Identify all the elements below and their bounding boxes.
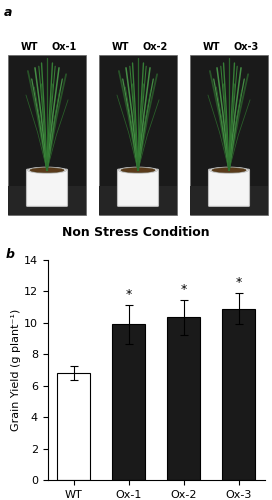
Text: Ox-3: Ox-3 [234,42,259,52]
Bar [112,324,146,480]
FancyBboxPatch shape [118,169,159,206]
Ellipse shape [30,168,64,172]
Text: *: * [236,276,242,289]
Bar [99,55,177,215]
Text: Non Stress Condition: Non Stress Condition [62,226,210,238]
Text: Ox-1: Ox-1 [51,42,77,52]
Ellipse shape [119,167,157,173]
Bar [190,186,268,215]
Bar [99,186,177,215]
Ellipse shape [121,168,155,172]
Bar [190,55,268,215]
Bar [222,308,255,480]
Bar [57,373,91,480]
Ellipse shape [212,168,246,172]
Text: *: * [181,283,187,296]
Text: b: b [5,248,14,260]
Text: WT: WT [112,42,129,52]
Bar [8,186,86,215]
Text: WT: WT [203,42,221,52]
Bar [8,55,86,215]
FancyBboxPatch shape [26,169,67,206]
Text: Ox-2: Ox-2 [143,42,168,52]
Ellipse shape [27,167,66,173]
Text: *: * [126,288,132,301]
Text: a: a [4,6,12,19]
Bar [167,318,200,480]
Ellipse shape [209,167,249,173]
Y-axis label: Grain Yield (g plant⁻¹): Grain Yield (g plant⁻¹) [11,309,21,431]
FancyBboxPatch shape [209,169,249,206]
Text: WT: WT [21,42,39,52]
